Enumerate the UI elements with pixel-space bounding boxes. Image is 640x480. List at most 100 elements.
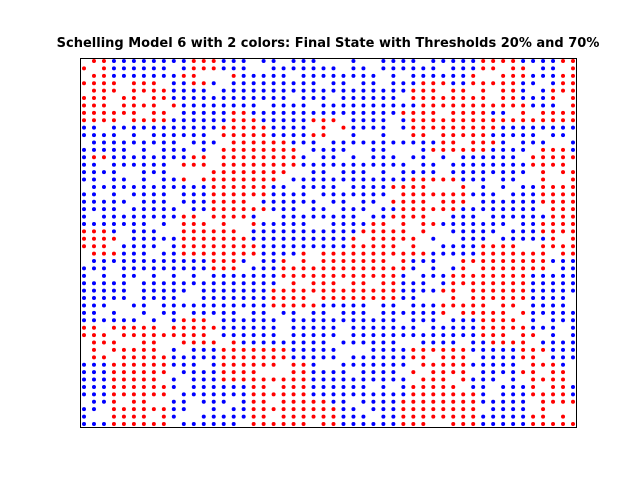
blue-agent-point: [471, 207, 476, 212]
blue-agent-point: [311, 88, 316, 93]
blue-agent-point: [391, 414, 396, 419]
red-agent-point: [141, 384, 146, 389]
blue-agent-point: [541, 96, 546, 101]
blue-agent-point: [181, 422, 186, 426]
blue-agent-point: [341, 110, 346, 115]
blue-agent-point: [91, 407, 96, 412]
blue-agent-point: [271, 266, 276, 271]
red-agent-point: [431, 362, 436, 367]
red-agent-point: [141, 340, 146, 345]
blue-agent-point: [161, 66, 166, 71]
blue-agent-point: [351, 96, 356, 101]
red-agent-point: [501, 59, 506, 63]
blue-agent-point: [301, 333, 306, 338]
blue-agent-point: [331, 347, 336, 352]
blue-agent-point: [511, 370, 516, 375]
blue-agent-point: [471, 377, 476, 382]
red-agent-point: [441, 177, 446, 182]
red-agent-point: [231, 199, 236, 204]
blue-agent-point: [541, 88, 546, 93]
blue-agent-point: [291, 66, 296, 71]
blue-agent-point: [361, 325, 366, 330]
blue-agent-point: [331, 244, 336, 249]
blue-agent-point: [131, 236, 136, 241]
red-agent-point: [131, 118, 136, 123]
blue-agent-point: [481, 355, 486, 360]
blue-agent-point: [191, 370, 196, 375]
blue-agent-point: [481, 362, 486, 367]
red-agent-point: [151, 370, 156, 375]
red-agent-point: [451, 355, 456, 360]
blue-agent-point: [111, 229, 116, 234]
red-agent-point: [451, 177, 456, 182]
blue-agent-point: [511, 229, 516, 234]
blue-agent-point: [141, 221, 146, 226]
blue-agent-point: [491, 214, 496, 219]
red-agent-point: [441, 377, 446, 382]
blue-agent-point: [341, 177, 346, 182]
red-agent-point: [431, 96, 436, 101]
blue-agent-point: [311, 244, 316, 249]
red-agent-point: [141, 333, 146, 338]
blue-agent-point: [351, 377, 356, 382]
red-agent-point: [541, 407, 546, 412]
blue-agent-point: [401, 281, 406, 286]
blue-agent-point: [441, 281, 446, 286]
blue-agent-point: [371, 110, 376, 115]
blue-agent-point: [241, 59, 246, 63]
blue-agent-point: [471, 347, 476, 352]
blue-agent-point: [221, 59, 226, 63]
blue-agent-point: [151, 296, 156, 301]
blue-agent-point: [141, 303, 146, 308]
red-agent-point: [541, 110, 546, 115]
red-agent-point: [571, 177, 575, 182]
blue-agent-point: [171, 177, 176, 182]
red-agent-point: [411, 214, 416, 219]
red-agent-point: [461, 303, 466, 308]
red-agent-point: [511, 281, 516, 286]
red-agent-point: [501, 266, 506, 271]
blue-agent-point: [441, 251, 446, 256]
blue-agent-point: [561, 273, 566, 278]
blue-agent-point: [351, 118, 356, 123]
blue-agent-point: [171, 236, 176, 241]
blue-agent-point: [341, 207, 346, 212]
blue-agent-point: [171, 303, 176, 308]
red-agent-point: [511, 318, 516, 323]
red-agent-point: [511, 325, 516, 330]
blue-agent-point: [491, 399, 496, 404]
blue-agent-point: [551, 303, 556, 308]
red-agent-point: [241, 199, 246, 204]
blue-agent-point: [531, 192, 536, 197]
blue-agent-point: [91, 399, 96, 404]
blue-agent-point: [251, 333, 256, 338]
blue-agent-point: [151, 66, 156, 71]
blue-agent-point: [111, 192, 116, 197]
blue-agent-point: [271, 244, 276, 249]
blue-agent-point: [271, 66, 276, 71]
blue-agent-point: [201, 192, 206, 197]
blue-agent-point: [291, 125, 296, 130]
blue-agent-point: [161, 147, 166, 152]
blue-agent-point: [311, 96, 316, 101]
red-agent-point: [321, 296, 326, 301]
red-agent-point: [221, 244, 226, 249]
blue-agent-point: [171, 318, 176, 323]
red-agent-point: [401, 422, 406, 426]
blue-agent-point: [401, 355, 406, 360]
red-agent-point: [281, 170, 286, 175]
red-agent-point: [161, 333, 166, 338]
red-agent-point: [301, 251, 306, 256]
blue-agent-point: [371, 333, 376, 338]
blue-agent-point: [151, 214, 156, 219]
red-agent-point: [101, 340, 106, 345]
red-agent-point: [311, 288, 316, 293]
red-agent-point: [441, 199, 446, 204]
red-agent-point: [291, 162, 296, 167]
blue-agent-point: [151, 199, 156, 204]
red-agent-point: [241, 236, 246, 241]
blue-agent-point: [191, 392, 196, 397]
red-agent-point: [241, 362, 246, 367]
blue-agent-point: [111, 73, 116, 78]
blue-agent-point: [151, 155, 156, 160]
